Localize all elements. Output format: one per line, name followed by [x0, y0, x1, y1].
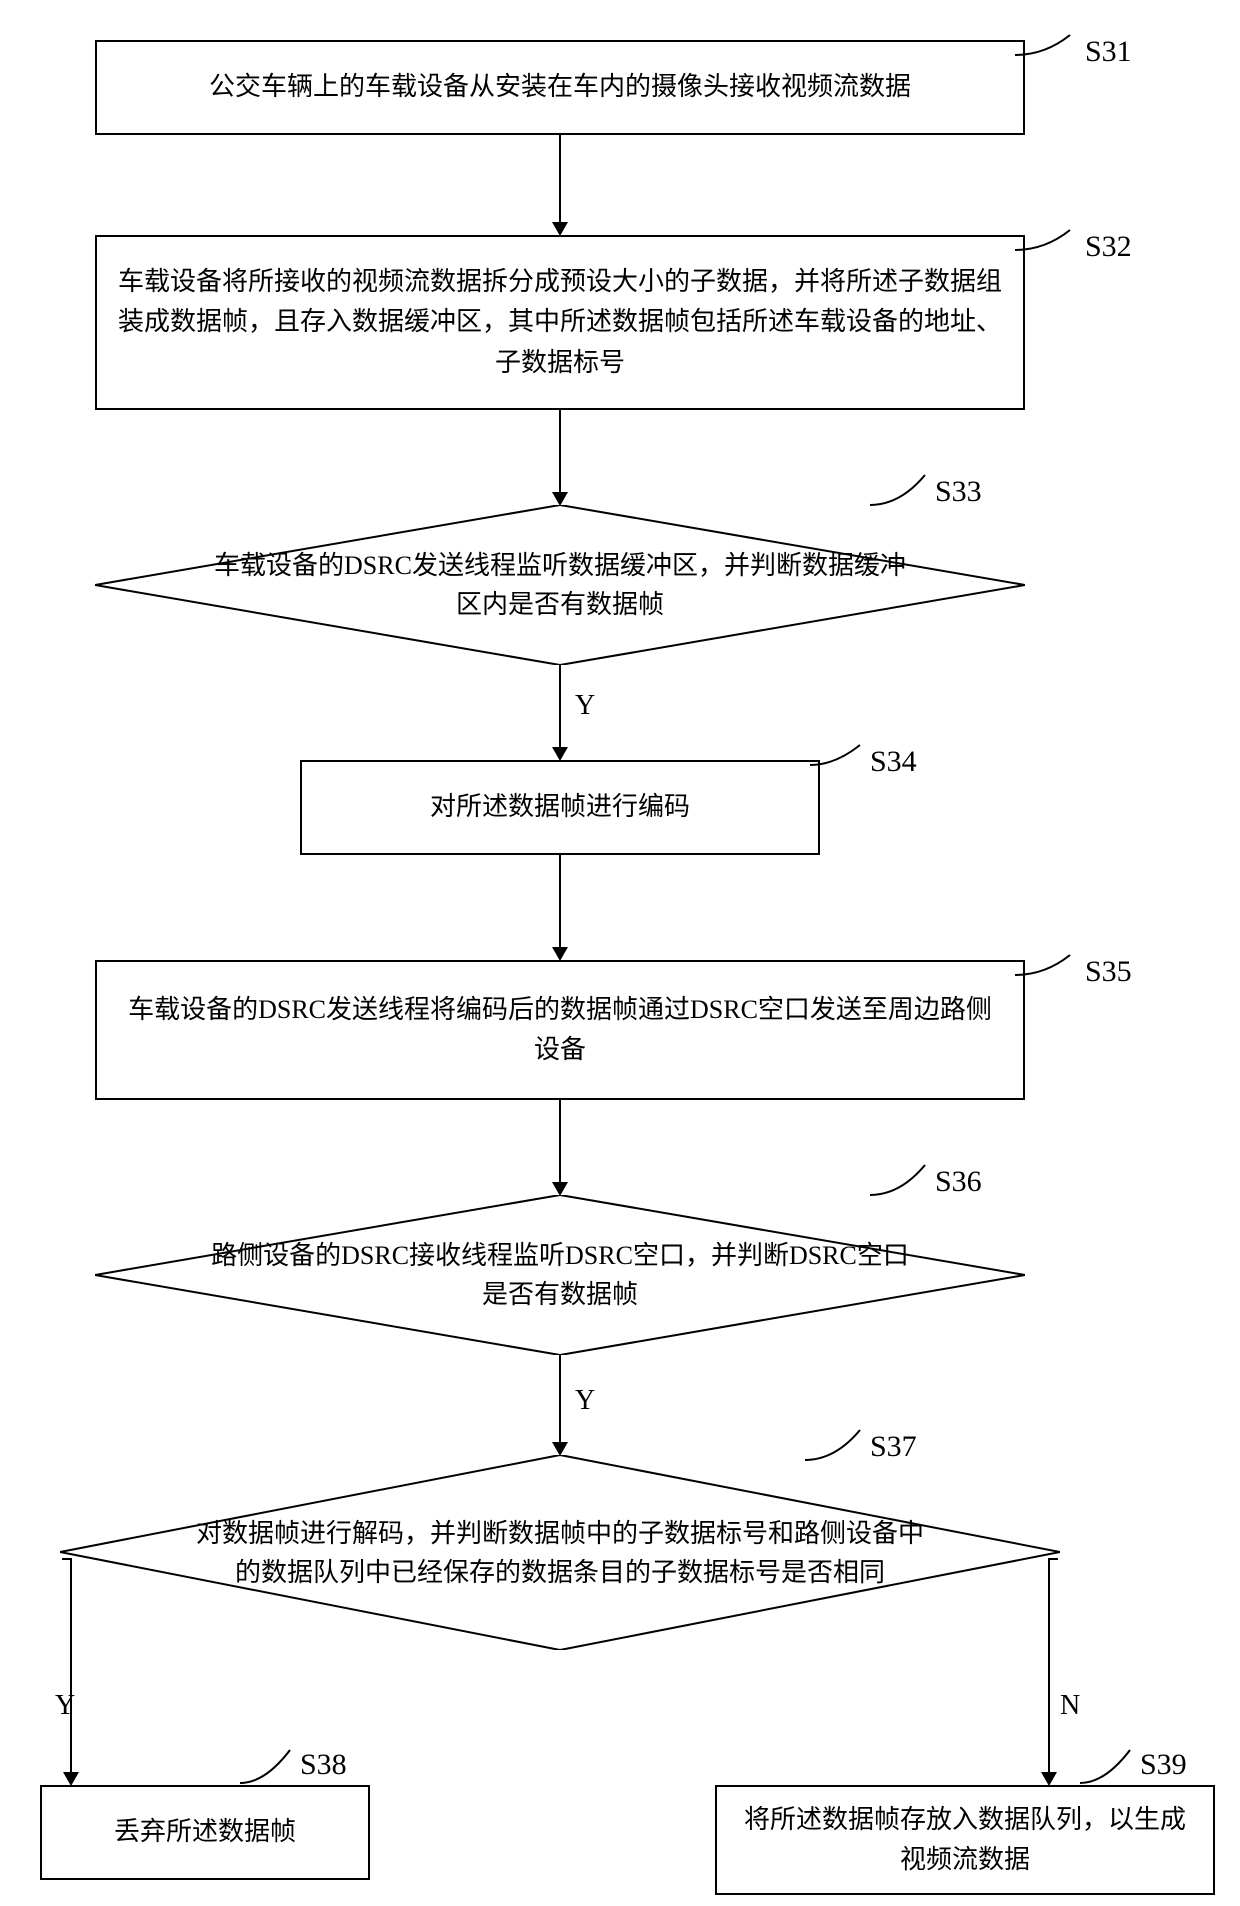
- edge-s37-s38-v: [70, 1560, 72, 1775]
- label-s39: S39: [1140, 1748, 1187, 1782]
- node-s36: 路侧设备的DSRC接收线程监听DSRC空口，并判断DSRC空口是否有数据帧: [95, 1195, 1025, 1355]
- node-s34: 对所述数据帧进行编码: [300, 760, 820, 855]
- node-s35: 车载设备的DSRC发送线程将编码后的数据帧通过DSRC空口发送至周边路侧设备: [95, 960, 1025, 1100]
- edge-s33-s34: [559, 665, 561, 750]
- arrow-s35-s36: [552, 1182, 568, 1196]
- arrow-s37-s39: [1041, 1772, 1057, 1786]
- node-s38-text: 丢弃所述数据帧: [114, 1812, 296, 1852]
- node-s31: 公交车辆上的车载设备从安装在车内的摄像头接收视频流数据: [95, 40, 1025, 135]
- node-s33-text: 车载设备的DSRC发送线程监听数据缓冲区，并判断数据缓冲区内是否有数据帧: [205, 546, 915, 624]
- node-s37-text: 对数据帧进行解码，并判断数据帧中的子数据标号和路侧设备中的数据队列中已经保存的数…: [190, 1514, 930, 1592]
- node-s37: 对数据帧进行解码，并判断数据帧中的子数据标号和路侧设备中的数据队列中已经保存的数…: [60, 1455, 1060, 1650]
- label-s32: S32: [1085, 230, 1132, 264]
- node-s31-text: 公交车辆上的车载设备从安装在车内的摄像头接收视频流数据: [209, 67, 911, 107]
- leader-s32: [1015, 225, 1090, 265]
- edge-s31-s32: [559, 135, 561, 225]
- label-s34: S34: [870, 745, 917, 779]
- node-s39: 将所述数据帧存放入数据队列，以生成视频流数据: [715, 1785, 1215, 1895]
- label-s33: S33: [935, 475, 982, 509]
- edge-label-s33-s34: Y: [575, 690, 595, 722]
- node-s39-text: 将所述数据帧存放入数据队列，以生成视频流数据: [737, 1800, 1193, 1881]
- label-s31: S31: [1085, 35, 1132, 69]
- leader-s38: [240, 1745, 305, 1790]
- node-s38: 丢弃所述数据帧: [40, 1785, 370, 1880]
- arrow-s34-s35: [552, 947, 568, 961]
- edge-s34-s35: [559, 855, 561, 950]
- label-s38: S38: [300, 1748, 347, 1782]
- node-s32-text: 车载设备将所接收的视频流数据拆分成预设大小的子数据，并将所述子数据组装成数据帧，…: [117, 262, 1003, 383]
- leader-s34: [810, 740, 875, 780]
- arrow-s32-s33: [552, 492, 568, 506]
- leader-s36: [870, 1160, 940, 1205]
- arrow-s31-s32: [552, 222, 568, 236]
- node-s36-text: 路侧设备的DSRC接收线程监听DSRC空口，并判断DSRC空口是否有数据帧: [205, 1236, 915, 1314]
- leader-s37: [805, 1425, 875, 1470]
- node-s33: 车载设备的DSRC发送线程监听数据缓冲区，并判断数据缓冲区内是否有数据帧: [95, 505, 1025, 665]
- edge-label-s36-s37: Y: [575, 1385, 595, 1417]
- edge-s37-s39-h: [1048, 1558, 1058, 1560]
- arrow-s37-s38: [63, 1772, 79, 1786]
- node-s34-text: 对所述数据帧进行编码: [430, 787, 690, 827]
- arrow-s36-s37: [552, 1442, 568, 1456]
- leader-s39: [1080, 1745, 1145, 1790]
- label-s37: S37: [870, 1430, 917, 1464]
- edge-s37-s38-h: [62, 1558, 72, 1560]
- edge-s32-s33: [559, 410, 561, 495]
- leader-s33: [870, 470, 940, 515]
- flowchart-canvas: 公交车辆上的车载设备从安装在车内的摄像头接收视频流数据 S31 车载设备将所接收…: [0, 0, 1240, 1906]
- leader-s31: [1015, 30, 1090, 70]
- node-s32: 车载设备将所接收的视频流数据拆分成预设大小的子数据，并将所述子数据组装成数据帧，…: [95, 235, 1025, 410]
- arrow-s33-s34: [552, 747, 568, 761]
- edge-label-s37-s38: Y: [55, 1690, 75, 1722]
- edge-s36-s37: [559, 1355, 561, 1445]
- leader-s35: [1015, 950, 1090, 990]
- edge-s35-s36: [559, 1100, 561, 1185]
- label-s35: S35: [1085, 955, 1132, 989]
- edge-s37-s39-v: [1048, 1560, 1050, 1775]
- edge-label-s37-s39: N: [1060, 1690, 1080, 1722]
- node-s35-text: 车载设备的DSRC发送线程将编码后的数据帧通过DSRC空口发送至周边路侧设备: [117, 990, 1003, 1071]
- label-s36: S36: [935, 1165, 982, 1199]
